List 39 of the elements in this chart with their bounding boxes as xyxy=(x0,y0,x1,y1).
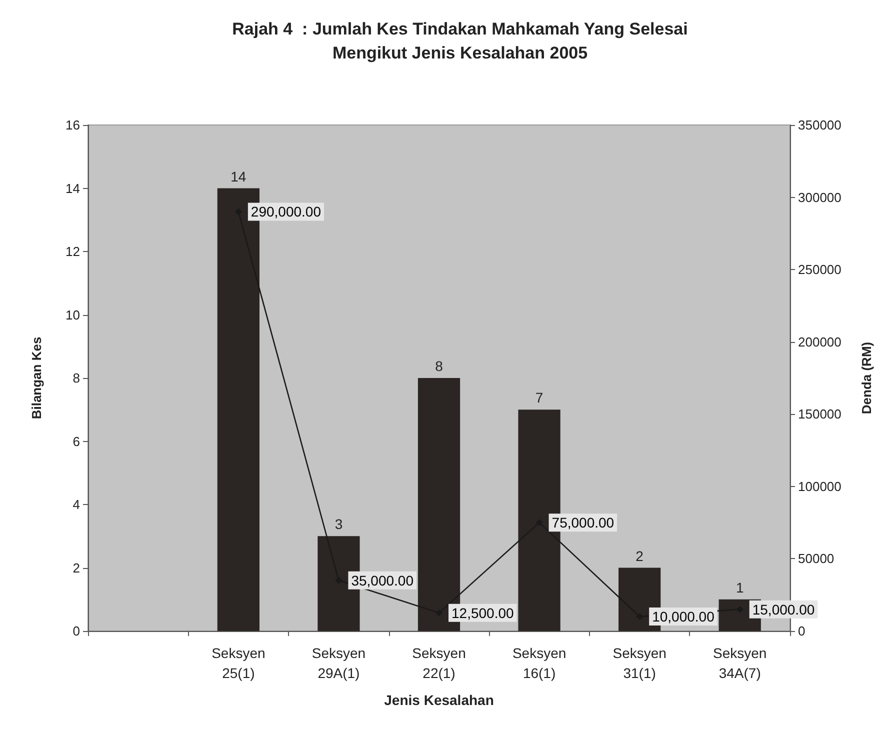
data-label: 75,000.00 xyxy=(552,514,614,531)
x-tick-label: Seksyen 29A(1) xyxy=(312,645,366,681)
y2-tick-label: 150000 xyxy=(798,406,842,422)
data-label: 290,000.00 xyxy=(250,204,322,220)
x-tick-label: Seksyen 16(1) xyxy=(512,645,566,681)
x-tick-label: Seksyen 22(1) xyxy=(412,645,466,681)
data-label: 3 xyxy=(334,516,343,532)
y-tick-label: 8 xyxy=(72,370,80,386)
data-label: 15,000.00 xyxy=(752,601,815,618)
y-axis-title: Bilangan Kes xyxy=(29,336,44,420)
y2-tick-label: 200000 xyxy=(798,334,842,350)
x-axis-title: Jenis Kesalahan xyxy=(384,692,494,708)
x-tick-label: Seksyen 34A(7) xyxy=(713,645,767,681)
y2-axis-title: Denda (RM) xyxy=(859,342,874,414)
data-label: 2 xyxy=(636,548,644,564)
data-label: 14 xyxy=(230,168,246,184)
y-tick-label: 10 xyxy=(66,307,80,322)
y2-tick-label: 250000 xyxy=(798,262,842,278)
data-label: 35,000.00 xyxy=(351,572,414,588)
data-label: 10,000.00 xyxy=(652,608,715,625)
y-tick-label: 14 xyxy=(66,180,80,196)
y-tick-label: 6 xyxy=(72,434,80,449)
y-tick-label: 12 xyxy=(66,244,80,259)
data-label: 1 xyxy=(736,579,744,596)
data-label: 12,500.00 xyxy=(452,604,514,621)
data-label: 7 xyxy=(535,390,544,406)
y-tick-label: 16 xyxy=(66,118,80,132)
y2-tick-label: 350000 xyxy=(798,118,842,132)
y-tick-label: 0 xyxy=(72,624,80,638)
y-tick-label: 2 xyxy=(72,560,80,576)
y2-tick-label: 50000 xyxy=(798,551,834,566)
chart-title: Rajah 4 : Jumlah Kes Tindakan Mahkamah Yang Selesai Mengikut Jenis Kesalahan 2005 xyxy=(232,20,688,62)
y2-tick-label: 100000 xyxy=(798,478,842,494)
y2-tick-label: 300000 xyxy=(798,190,842,205)
x-tick-label: Seksyen 25(1) xyxy=(212,645,266,681)
y2-tick-label: 0 xyxy=(798,624,806,638)
x-tick-label: Seksyen 31(1) xyxy=(612,645,666,681)
data-label: 8 xyxy=(435,358,444,374)
y-tick-label: 4 xyxy=(72,497,80,512)
